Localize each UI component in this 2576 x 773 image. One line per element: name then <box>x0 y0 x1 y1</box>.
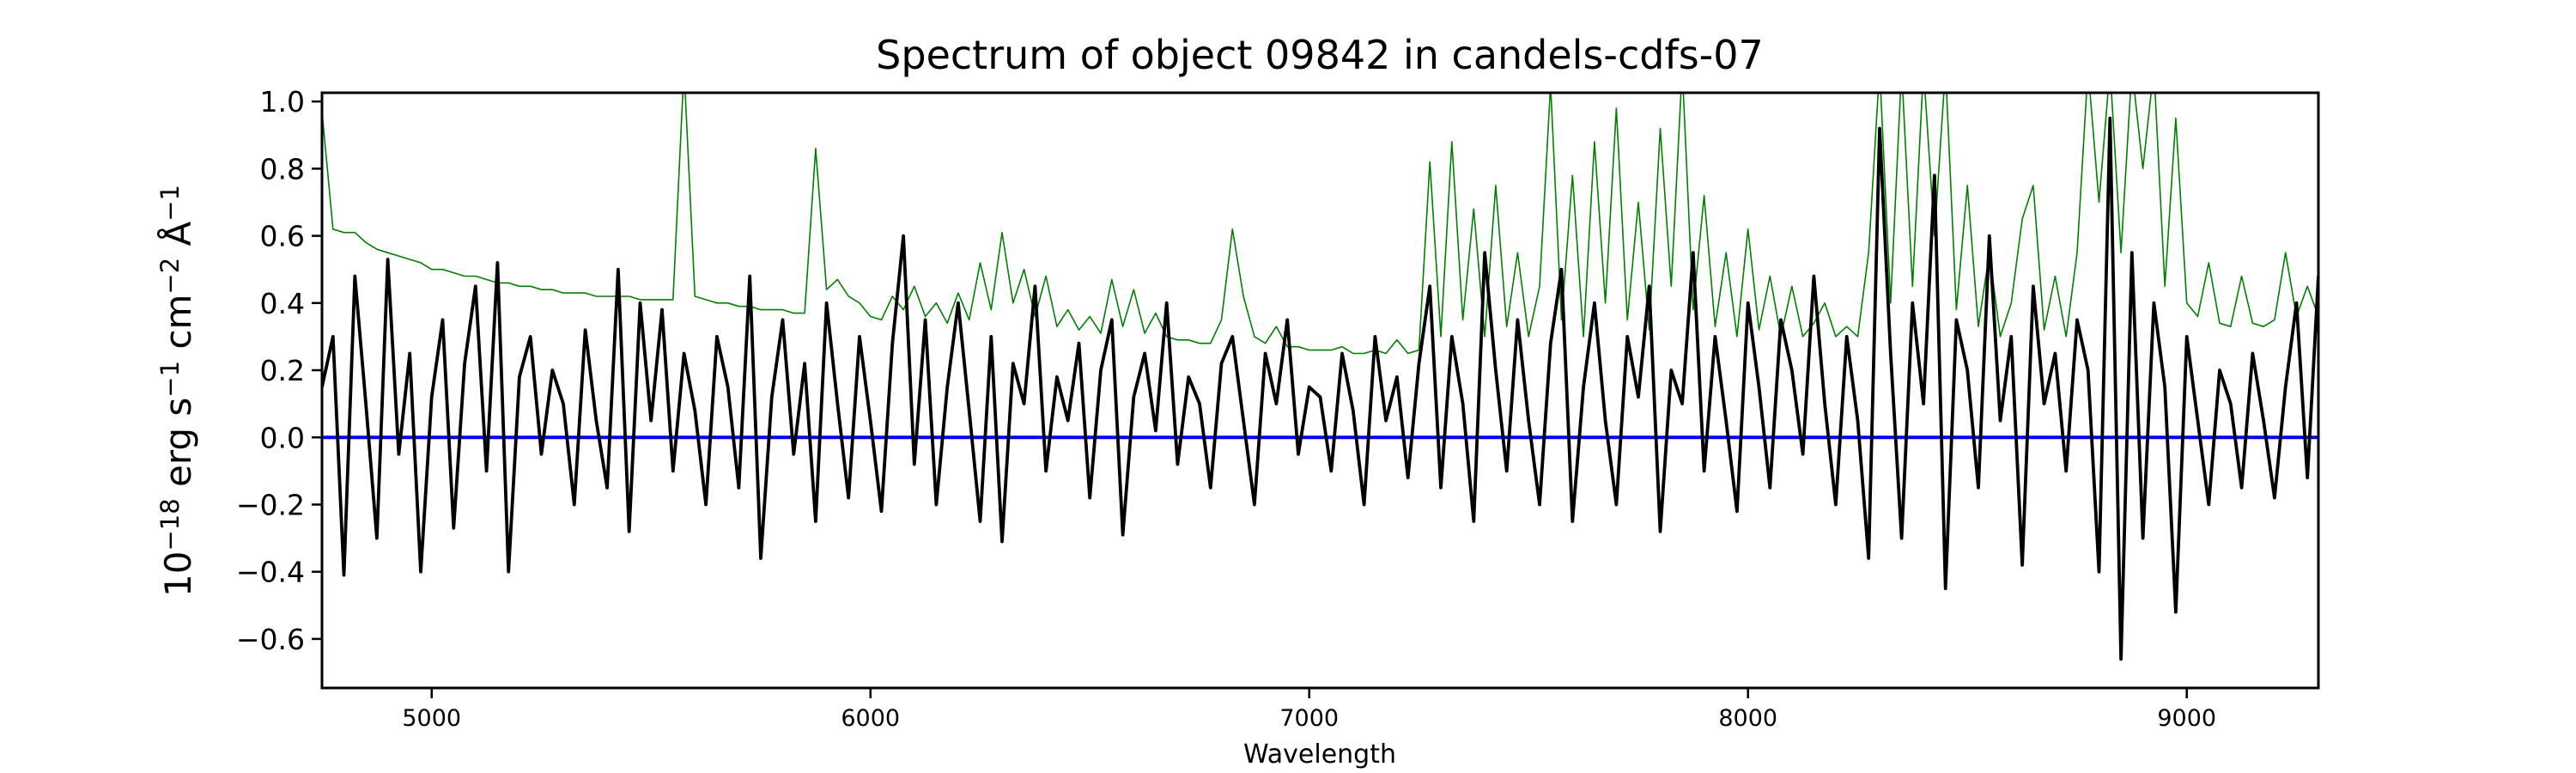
y-label-unit: cm <box>157 295 199 361</box>
axes-frame <box>320 91 2320 690</box>
y-axis-label: 10−18 erg s−1 cm−2 Å−1 <box>155 185 199 597</box>
y-tick-label: 0.6 <box>260 220 305 253</box>
x-tick-label: 7000 <box>1279 705 1339 732</box>
plot-area <box>322 93 2318 661</box>
x-tick-label: 5000 <box>402 705 461 732</box>
y-label-exponent: −18 <box>155 498 185 551</box>
y-tick-label: −0.2 <box>236 488 305 521</box>
chart-title: Spectrum of object 09842 in candels-cdfs… <box>876 32 1764 78</box>
error-spectrum-line <box>322 93 2318 355</box>
y-tick-label: −0.4 <box>236 556 305 589</box>
x-tick-label: 8000 <box>1718 705 1777 732</box>
y-label-exponent: −1 <box>155 361 185 398</box>
x-axis-label: Wavelength <box>1243 740 1396 770</box>
y-label-exponent: −2 <box>155 258 185 295</box>
y-label-unit: 10 <box>157 551 199 597</box>
x-tick-label: 6000 <box>841 705 900 732</box>
y-tick-label: 0.2 <box>260 354 305 387</box>
y-label-unit: Å <box>156 222 199 258</box>
y-label-exponent: −1 <box>155 185 185 222</box>
y-label-unit: erg s <box>157 398 199 499</box>
flux-spectrum-line <box>322 116 2318 661</box>
x-axis: 5000 6000 7000 8000 9000 <box>402 688 2216 732</box>
y-tick-label: 0.0 <box>260 421 305 454</box>
y-tick-label: −0.6 <box>236 623 305 656</box>
y-tick-label: 0.8 <box>260 152 305 186</box>
y-tick-label: 1.0 <box>260 85 305 119</box>
y-axis: −0.6 −0.4 −0.2 0.0 0.2 0.4 0.6 0.8 1.0 <box>236 85 322 656</box>
x-tick-label: 9000 <box>2157 705 2216 732</box>
y-tick-label: 0.4 <box>260 287 305 320</box>
